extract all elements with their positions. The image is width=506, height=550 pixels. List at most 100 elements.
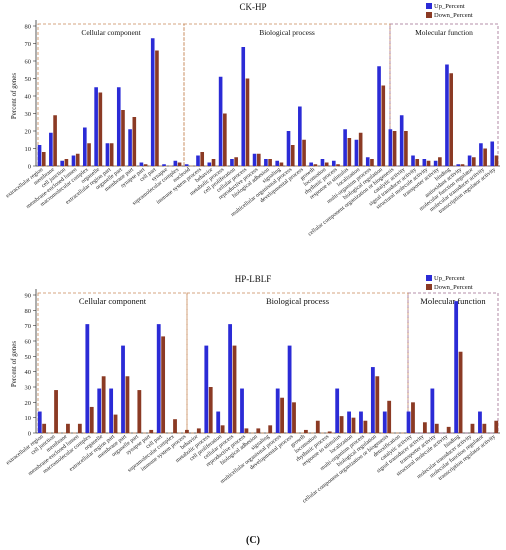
bar-down-multi-organism-process [370, 159, 374, 166]
section-label: Molecular function [415, 28, 473, 37]
bar-up-extracellular-region [37, 145, 42, 166]
bar-up-biological-adhesion [264, 159, 268, 166]
bar-up-immune-system-process [196, 155, 200, 166]
bar-down-reproductive-process [256, 153, 261, 166]
y-tick-label: 80 [25, 308, 32, 315]
bar-down-multi-organism-process [363, 420, 368, 433]
bar-down-membrane-enclosed-lumen [75, 153, 80, 166]
bar-up-organelle [94, 87, 98, 166]
bar-up-transcription-regulator-activity [490, 141, 495, 166]
legend-swatch [426, 3, 432, 9]
bar-down-binding [458, 351, 463, 433]
y-axis-label: Percent of genes [10, 341, 18, 388]
y-tick-label: 10 [25, 146, 32, 153]
bar-down-cell-part [161, 336, 166, 433]
bar-up-binding [445, 64, 449, 166]
bar-up-biological-regulation [370, 367, 375, 433]
bar-up-multi-organism-process [359, 411, 363, 433]
bar-down-organelle [101, 376, 106, 433]
bar-up-signal-transducer-activity [411, 155, 415, 166]
legend-label: Down_Percent [434, 12, 473, 19]
bar-down-supramolecular-complex [173, 419, 177, 433]
bar-down-multicellular-organismal-process [280, 397, 285, 433]
bar-up-organelle-part [116, 87, 121, 166]
bar-down-membrane [53, 115, 57, 166]
bar-down-growth [303, 429, 308, 433]
bar-down-response-to-stimulus [339, 416, 344, 433]
bar-down-behavior [211, 159, 216, 166]
y-tick-label: 20 [25, 400, 32, 407]
bar-up-signaling [275, 160, 280, 166]
bar-up-cell-proliferation [230, 159, 234, 166]
bar-up-locomotion [320, 159, 325, 166]
bar-up-localization [347, 411, 351, 433]
bar-down-molecular-function-regulator [482, 423, 487, 433]
bar-down-signaling [279, 162, 284, 166]
bar-up-molecular-transducer-activity [479, 143, 483, 166]
legend-swatch [426, 284, 432, 290]
bar-up-localization [354, 139, 359, 166]
chart-title: HP-LBLF [235, 274, 272, 284]
bar-down-cellular-process [245, 78, 250, 166]
bar-down-transporter-activity [434, 423, 439, 433]
bar-down-locomotion [324, 162, 329, 166]
bar-up-binding [454, 301, 459, 433]
bar-up-membrane [49, 132, 53, 166]
bar-up-metabolic-process [204, 345, 209, 433]
bar-down-developmental-process [302, 139, 306, 166]
legend-swatch [426, 275, 432, 281]
bar-down-supramolecular-complex [177, 162, 182, 166]
bar-up-multicellular-organismal-process [275, 388, 280, 433]
bar-down-biological-regulation [381, 85, 386, 166]
bar-down-signal-transducer-activity [415, 159, 420, 166]
bar-up-structural-molecule-activity [422, 159, 427, 166]
bar-down-cell-proliferation [234, 157, 238, 166]
section-box [37, 292, 188, 434]
bar-up-molecular-function-regulator [478, 411, 482, 433]
bar-up-synapse-part [139, 162, 144, 166]
legend-label: Down_Percent [434, 284, 473, 291]
bar-down-binding [449, 73, 453, 166]
bar-up-macromolecular-complex [83, 127, 87, 166]
y-tick-label: 0 [28, 431, 31, 438]
bar-down-immune-system-process [200, 152, 205, 166]
bar-up-extracellular-region-part [109, 388, 114, 433]
bar-up-behavior [207, 162, 212, 166]
y-tick-label: 0 [28, 164, 31, 171]
legend-label: Up_Percent [434, 275, 465, 282]
y-tick-label: 20 [25, 129, 32, 136]
bar-down-cell-junction [64, 159, 69, 166]
y-tick-label: 80 [25, 24, 32, 31]
bar-up-developmental-process [298, 106, 302, 166]
bar-down-metabolic-process [223, 113, 227, 166]
bar-down-response-to-stimulus [347, 138, 352, 166]
bar-down-structural-molecule-activity [426, 160, 431, 166]
section-label: Biological process [259, 28, 315, 37]
legend-swatch [426, 12, 432, 18]
bar-down-transporter-activity [438, 157, 442, 166]
bar-down-antioxidant-activity [460, 164, 465, 166]
y-tick-label: 40 [25, 94, 32, 101]
bar-down-biological-adhesion [268, 159, 272, 166]
bar-down-catalytic-activity [404, 131, 408, 166]
bar-down-extracellular-region-part [113, 414, 118, 433]
bar-down-transcription-regulator-activity [494, 420, 499, 433]
bar-down-synapse-part [149, 429, 154, 433]
bar-down-localization [351, 417, 356, 433]
bar-up-membrane-part [128, 129, 132, 166]
y-tick-label: 70 [25, 41, 32, 48]
bar-up-catalytic-activity [406, 411, 411, 433]
bar-down-rhythmic-process [336, 164, 340, 166]
bar-up-organelle [97, 388, 102, 433]
bar-down-rhythmic-process [327, 431, 332, 433]
bar-down-cellular-component-organization-or-biogenesis [387, 400, 392, 433]
bar-down-biological-regulation [375, 376, 380, 433]
bar-down-transcription-regulator-activity [494, 155, 499, 166]
bar-up-response-to-stimulus [343, 129, 347, 166]
hp-lblf-panel: 0 10 20 30 40 50 60 70 80 90 Percent of genes HP-LB… [5, 274, 500, 505]
bar-up-cell-junction [60, 160, 64, 166]
bar-down-organelle-part [121, 110, 125, 166]
bar-up-antioxidant-activity [456, 164, 461, 166]
bar-down-growth [313, 164, 318, 166]
bar-down-reproductive-process [244, 428, 249, 433]
